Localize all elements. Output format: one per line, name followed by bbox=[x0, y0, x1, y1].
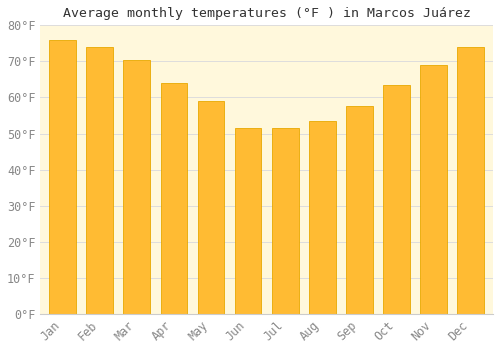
Bar bbox=[235, 128, 262, 314]
Bar bbox=[420, 65, 447, 314]
Bar bbox=[309, 121, 336, 314]
Bar bbox=[346, 106, 373, 314]
Bar bbox=[198, 101, 224, 314]
Bar bbox=[383, 85, 410, 314]
Bar bbox=[124, 60, 150, 314]
Bar bbox=[86, 47, 113, 314]
Bar bbox=[49, 40, 76, 314]
Bar bbox=[160, 83, 188, 314]
Title: Average monthly temperatures (°F ) in Marcos Juárez: Average monthly temperatures (°F ) in Ma… bbox=[62, 7, 470, 20]
Bar bbox=[458, 47, 484, 314]
Bar bbox=[272, 128, 298, 314]
